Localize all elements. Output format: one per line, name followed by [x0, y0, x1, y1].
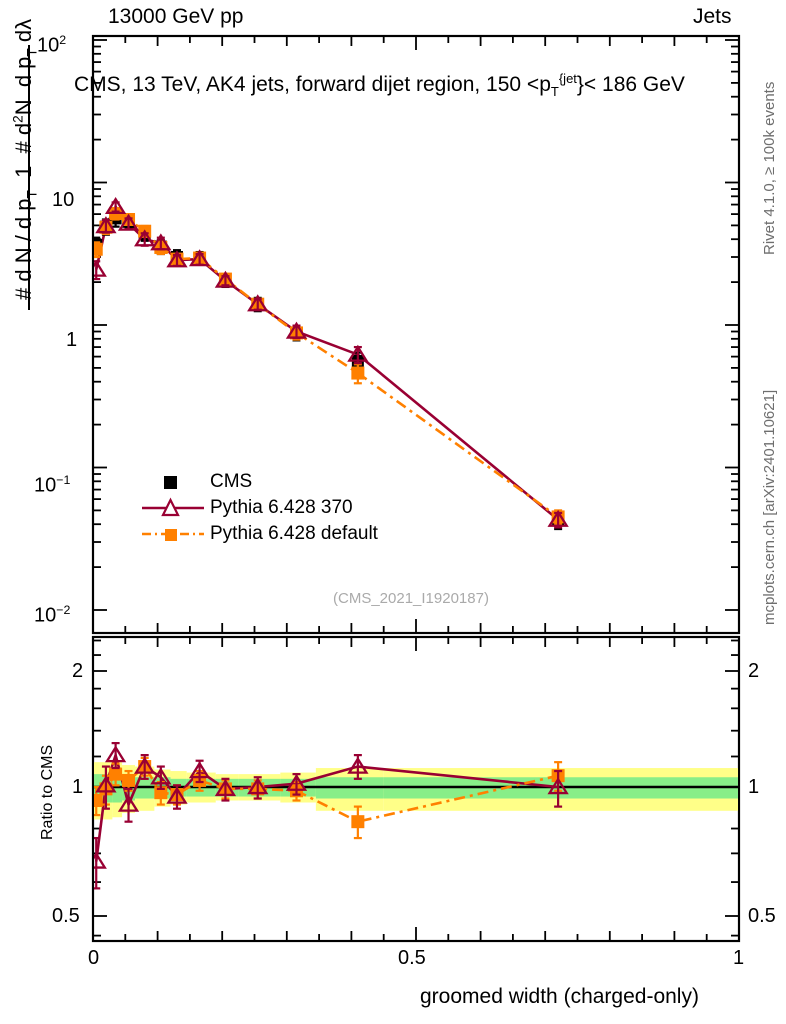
pythia370-marker — [247, 294, 269, 312]
ratio-pythia370-marker — [95, 775, 117, 793]
pythia370-marker — [94, 259, 107, 277]
legend-label-pythia370: Pythia 6.428 370 — [210, 497, 353, 518]
header-right: Jets — [693, 5, 732, 28]
legend-label-cms: CMS — [210, 471, 253, 492]
ratio-uncertainty-bands — [94, 762, 738, 820]
legend-marker-pythia370 — [142, 497, 204, 517]
pythia370-marker — [547, 509, 569, 527]
plot-title-main: CMS, 13 TeV, AK4 jets, forward dijet reg… — [74, 73, 551, 96]
legend-label-pythiadefault: Pythia 6.428 default — [210, 523, 378, 544]
x-axis-label: groomed width (charged-only) — [420, 985, 699, 1008]
legend-marker-cms — [164, 476, 177, 489]
ratio-pythiadefault-marker — [122, 773, 136, 787]
ratio-y-tick-05-left: 0.5 — [52, 905, 80, 927]
ratio-y-tick-1-right: 1 — [748, 776, 760, 798]
ratio-pythiadefault-marker — [351, 815, 365, 829]
legend-marker-pythiadefault — [142, 529, 204, 541]
ratio-pythia370-marker — [150, 767, 172, 785]
ratio-y-tick-1-left: 1 — [72, 776, 84, 798]
ratio-pythia370-marker — [94, 851, 107, 869]
y-tick-1e-2: 10−2 — [34, 603, 71, 627]
ratio-pythia370-marker — [166, 786, 188, 804]
ratio-pythiadefault-marker — [94, 794, 103, 808]
pythia370-marker — [117, 213, 140, 231]
ratio-y-tick-2-left: 2 — [72, 660, 84, 682]
ratio-pythia370-marker — [188, 761, 211, 779]
ratio-band-inner — [112, 774, 123, 803]
main-series-group — [94, 196, 569, 531]
y-tick-1: 1 — [66, 329, 78, 351]
ratio-pythiadefault-marker — [109, 767, 123, 781]
plot-title-tail: }< 186 GeV — [576, 73, 685, 96]
pythiadefault-marker — [94, 242, 103, 256]
x-tick-1: 1 — [733, 947, 745, 969]
ratio-series-group — [94, 741, 569, 890]
y-tick-1e-1: 10−1 — [34, 473, 71, 497]
plot-title-sub: T — [550, 84, 559, 100]
pythia370-marker — [95, 216, 117, 234]
pythia370-marker — [104, 196, 127, 215]
x-tick-0: 0 — [88, 947, 100, 969]
ratio-pythia370-marker — [547, 777, 569, 795]
pythia370-marker — [166, 250, 188, 268]
x-tick-05: 0.5 — [398, 947, 426, 969]
ratio-pythia370-marker — [104, 745, 127, 763]
plot-title: CMS, 13 TeV, AK4 jets, forward dijet reg… — [74, 68, 685, 102]
analysis-watermark: (CMS_2021_I1920187) — [333, 590, 489, 607]
pythia370-marker — [285, 321, 308, 339]
plot-title-sup: {jet — [558, 71, 577, 86]
ratio-pythia370-marker — [134, 756, 156, 774]
ratio-y-tick-2-right: 2 — [748, 660, 760, 682]
pythia370-marker — [347, 344, 369, 362]
header-left: 13000 GeV pp — [108, 5, 244, 28]
ratio-pythia370-marker — [214, 778, 237, 797]
y-axis-fraction-bar — [28, 45, 31, 310]
ratio-pythia370-marker — [347, 756, 369, 774]
y-tick-1e2: 102 — [37, 33, 67, 57]
pythia370-marker — [134, 229, 156, 247]
pythia370-marker — [214, 270, 237, 288]
pythia370-marker — [150, 233, 172, 251]
ratio-pythia370-marker — [285, 773, 308, 791]
pythiadefault-marker — [351, 366, 365, 380]
ratio-y-tick-05-right: 0.5 — [748, 905, 776, 927]
y-tick-10: 10 — [52, 189, 75, 211]
pythia370-marker — [188, 249, 211, 267]
ratio-pythia370-marker — [247, 777, 269, 795]
ratio-pythia370-marker — [117, 794, 140, 812]
